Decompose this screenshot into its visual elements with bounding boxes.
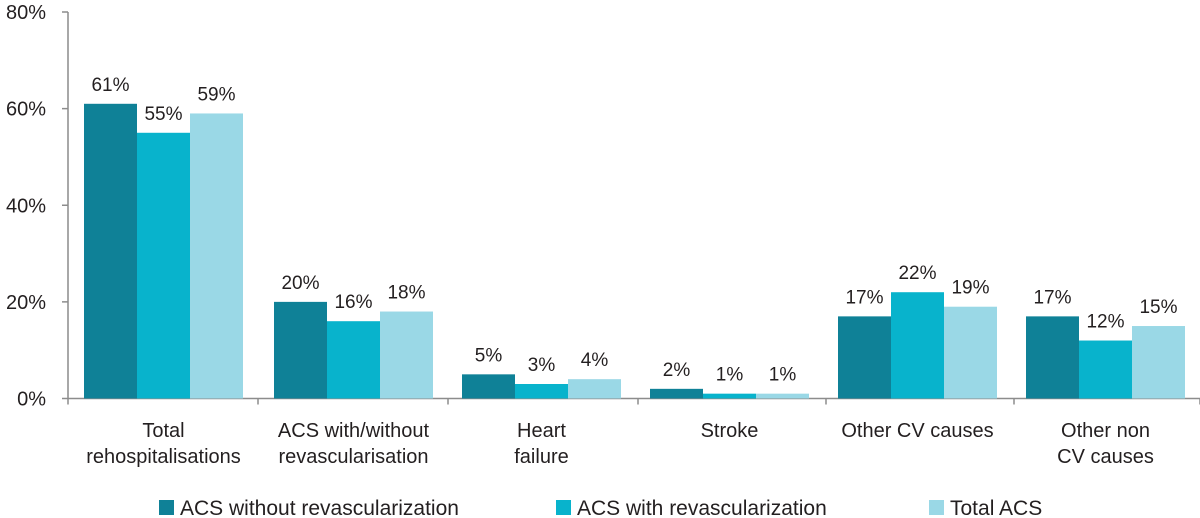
category-label: revascularisation xyxy=(278,446,428,468)
data-labels: 61% 20% 5% 2% 17% 17% 55% 16% 3% 1% 22% 12% 59% 18% 4%… xyxy=(91,75,1177,386)
bar xyxy=(515,384,568,399)
bar xyxy=(944,306,997,399)
category-label: ACS with/without xyxy=(278,420,430,442)
bar xyxy=(650,388,703,399)
y-tick-label: 40% xyxy=(6,195,46,217)
data-label: 17% xyxy=(845,287,883,308)
bar xyxy=(1026,316,1079,399)
data-label: 1% xyxy=(716,365,744,386)
y-tick-label: 20% xyxy=(6,292,46,314)
category-label: CV causes xyxy=(1057,446,1154,468)
legend-label: Total ACS xyxy=(950,497,1042,518)
data-label: 2% xyxy=(663,360,691,381)
bar xyxy=(1079,340,1132,399)
bar xyxy=(462,374,515,399)
data-label: 55% xyxy=(144,104,182,125)
x-axis xyxy=(67,397,1200,405)
bar xyxy=(838,316,891,399)
y-tick-label: 60% xyxy=(6,99,46,121)
data-label: 18% xyxy=(387,283,425,304)
category-label: Other non xyxy=(1061,420,1150,442)
data-label: 3% xyxy=(528,355,556,376)
bar xyxy=(756,393,809,399)
data-label: 59% xyxy=(197,84,235,105)
bar xyxy=(274,301,327,399)
legend-swatch xyxy=(929,500,944,515)
data-label: 61% xyxy=(91,75,129,96)
category-label: rehospitalisations xyxy=(86,446,241,468)
bar xyxy=(703,393,756,399)
data-label: 22% xyxy=(898,263,936,284)
bars xyxy=(84,103,1185,399)
data-label: 12% xyxy=(1086,312,1124,333)
y-tick-label: 0% xyxy=(17,389,46,411)
data-label: 19% xyxy=(951,278,989,299)
y-tick-label: 80% xyxy=(6,2,46,24)
data-label: 17% xyxy=(1033,287,1071,308)
category-label: Other CV causes xyxy=(841,420,993,442)
legend-swatch xyxy=(159,500,174,515)
legend-label: ACS without revascularization xyxy=(180,497,459,518)
bar xyxy=(891,292,944,399)
category-label: Stroke xyxy=(701,420,759,442)
category-label: Total xyxy=(142,420,184,442)
bar xyxy=(380,311,433,399)
category-labels: Total rehospitalisations ACS with/without r… xyxy=(86,420,1154,468)
bar xyxy=(568,379,621,399)
legend: ACS without revascularization ACS with re… xyxy=(159,497,1042,518)
data-label: 5% xyxy=(475,345,503,366)
data-label: 1% xyxy=(769,365,797,386)
data-label: 20% xyxy=(281,273,319,294)
category-label: Heart xyxy=(517,420,566,442)
data-label: 4% xyxy=(581,350,609,371)
bar xyxy=(190,113,243,399)
category-label: failure xyxy=(514,446,568,468)
bar xyxy=(137,132,190,399)
bar xyxy=(327,321,380,399)
y-axis: 0% 20% 40% 60% 80% xyxy=(6,2,69,411)
bar xyxy=(84,103,137,399)
legend-swatch xyxy=(556,500,571,515)
data-label: 16% xyxy=(334,292,372,313)
data-label: 15% xyxy=(1139,297,1177,318)
bar xyxy=(1132,326,1185,399)
legend-label: ACS with revascularization xyxy=(577,497,827,518)
